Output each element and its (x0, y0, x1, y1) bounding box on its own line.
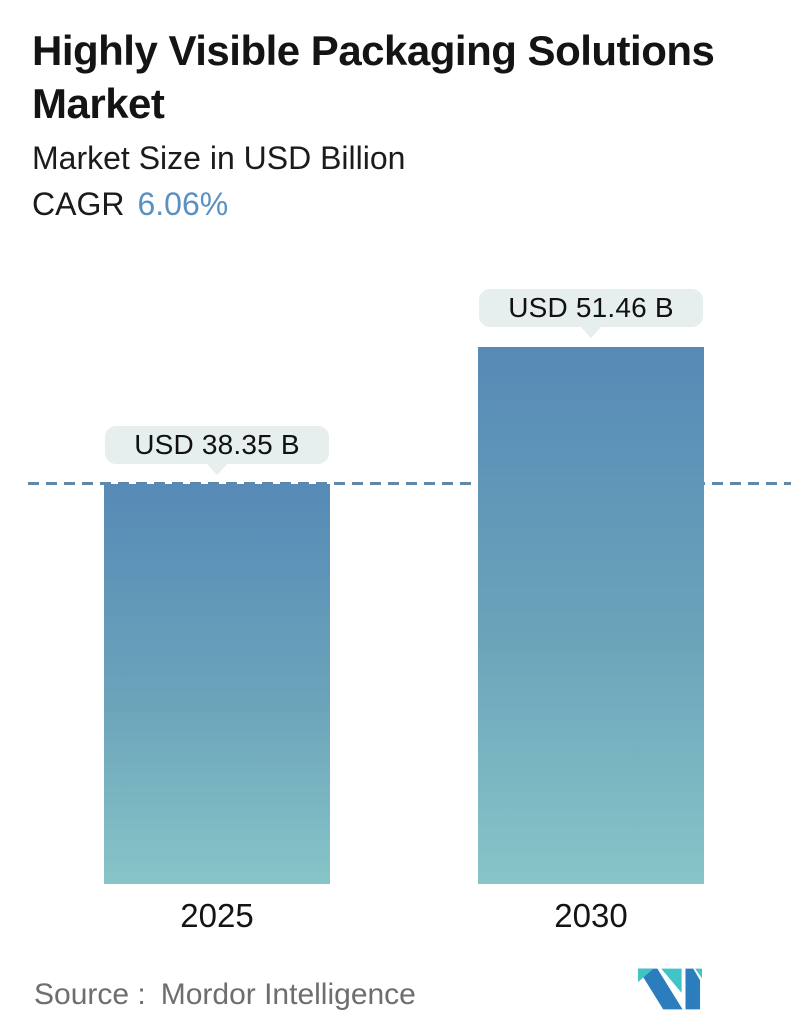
value-label-2030: USD 51.46 B (479, 289, 703, 327)
value-label-2025: USD 38.35 B (105, 426, 329, 464)
value-callout-2025: USD 38.35 B (105, 426, 329, 475)
cagr-value: 6.06% (137, 185, 229, 222)
source-value: Mordor Intelligence (160, 978, 416, 1011)
source-label: Source : (34, 978, 146, 1011)
x-axis-label-2030: 2030 (554, 897, 628, 934)
bar-group-2030: USD 51.46 B 2030 (478, 260, 704, 934)
page-title-line1: Highly Visible Packaging Solutions (32, 27, 715, 74)
mordor-intelligence-logo (637, 968, 702, 1010)
bar-2025 (104, 484, 330, 884)
callout-tail-icon (206, 463, 228, 475)
bar-2030 (478, 347, 704, 884)
bar-chart: USD 38.35 B 2025 USD 51.46 B 2030 (0, 260, 796, 934)
chart-footer: Source : Mordor Intelligence (34, 966, 702, 1012)
page-title: Highly Visible Packaging Solutions Marke… (32, 24, 776, 131)
cagr-label: CAGR (32, 185, 125, 222)
source-line: Source : Mordor Intelligence (34, 966, 416, 1012)
value-callout-2030: USD 51.46 B (479, 289, 703, 338)
chart-subtitle: Market Size in USD Billion (32, 139, 406, 176)
dashed-baseline (28, 482, 791, 485)
chart-header: Highly Visible Packaging Solutions Marke… (32, 24, 776, 223)
callout-tail-icon (580, 326, 602, 338)
page-title-line2: Market (32, 80, 165, 128)
bar-group-2025: USD 38.35 B 2025 (104, 260, 330, 934)
x-axis-label-2025: 2025 (180, 897, 254, 934)
cagr-row: CAGR 6.06% (32, 186, 776, 223)
